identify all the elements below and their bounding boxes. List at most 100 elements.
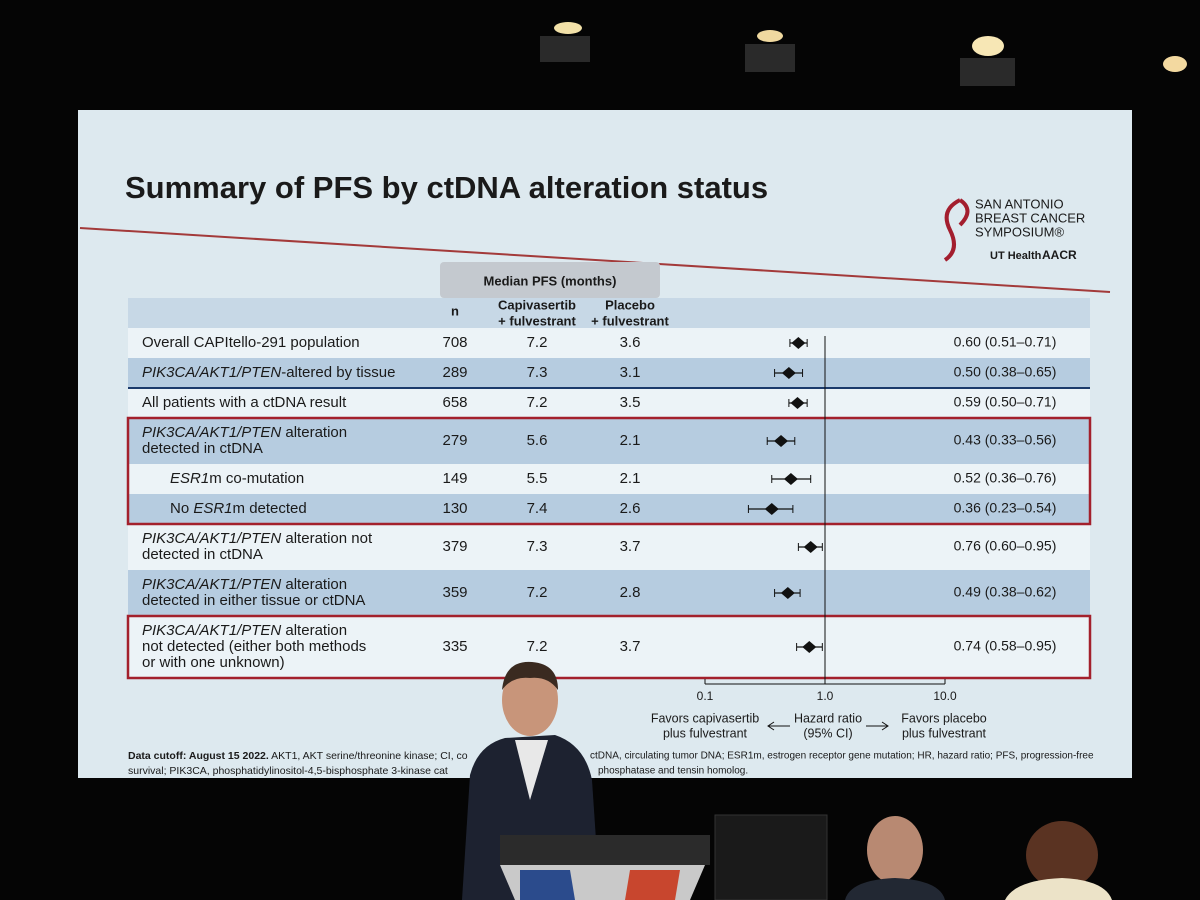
label-part: PIK3CA/AKT1/PTEN <box>142 530 281 547</box>
median-capivasertib: 7.3 <box>527 538 548 555</box>
label-part: not detected (either both methods <box>142 638 366 655</box>
n-value: 708 <box>442 334 467 351</box>
footnote-line: phosphatase and tensin homolog. <box>598 766 748 777</box>
median-capivasertib: 7.2 <box>527 334 548 351</box>
footnote-bold: Data cutoff: August 15 2022. <box>128 750 269 762</box>
axis-annotation: plus fulvestrant <box>902 726 987 740</box>
label-part: PIK3CA/AKT1/PTEN <box>142 622 281 639</box>
median-placebo: 3.7 <box>620 538 641 555</box>
x-tick-label: 0.1 <box>697 689 714 703</box>
n-value: 658 <box>442 394 467 411</box>
hr-point <box>781 367 796 379</box>
hr-label: 0.76 (0.60–0.95) <box>954 538 1057 554</box>
median-placebo: 2.8 <box>620 584 641 601</box>
row-band <box>128 358 1090 388</box>
row-band <box>128 328 1090 358</box>
row-label: Overall CAPItello-291 population <box>142 334 360 351</box>
n-value: 279 <box>442 432 467 449</box>
median-placebo: 3.1 <box>620 364 641 381</box>
arrow-right <box>866 721 889 731</box>
row-band <box>128 494 1090 524</box>
axis-annotation: (95% CI) <box>803 726 852 740</box>
label-part: alteration not <box>281 530 373 547</box>
n-value: 359 <box>442 584 467 601</box>
hr-point <box>774 435 789 447</box>
median-placebo: 2.1 <box>620 432 641 449</box>
row-label: PIK3CA/AKT1/PTEN-altered by tissue <box>142 364 395 381</box>
hr-point <box>780 587 795 599</box>
header: + fulvestrant <box>591 313 669 328</box>
row-label: No ESR1m detected <box>170 500 307 517</box>
footnote-line: survival; PIK3CA, phosphatidylinositol-4… <box>128 765 448 777</box>
header: Capivasertib <box>498 297 576 312</box>
footnote-line: ctDNA, circulating tumor DNA; ESR1m, est… <box>590 751 1094 762</box>
hr-label: 0.59 (0.50–0.71) <box>954 394 1057 410</box>
median-placebo: 2.1 <box>620 470 641 487</box>
median-placebo: 2.6 <box>620 500 641 517</box>
label-part: alteration <box>281 622 347 639</box>
row-label: PIK3CA/AKT1/PTEN alteration <box>142 576 347 593</box>
row-label: PIK3CA/AKT1/PTEN alteration not <box>142 530 373 547</box>
x-tick-label: 1.0 <box>817 689 834 703</box>
x-tick-label: 10.0 <box>933 689 957 703</box>
group-header: Median PFS (months) <box>484 273 617 288</box>
header-band <box>128 298 1090 328</box>
hr-point <box>802 641 817 653</box>
logo-line: SYMPOSIUM® <box>975 224 1064 239</box>
median-capivasertib: 7.3 <box>527 364 548 381</box>
label-part: ESR1 <box>193 500 232 517</box>
highlight-box <box>126 614 1092 680</box>
highlight-box <box>126 416 1092 526</box>
label-part: alteration <box>281 576 347 593</box>
hr-label: 0.52 (0.36–0.76) <box>954 470 1057 486</box>
row-label: detected in ctDNA <box>142 546 263 563</box>
median-capivasertib: 7.4 <box>527 500 548 517</box>
label-part: detected in ctDNA <box>142 546 263 563</box>
label-part: m co-mutation <box>209 470 304 487</box>
n-value: 379 <box>442 538 467 555</box>
footnote: Data cutoff: August 15 2022. AKT1, AKT s… <box>128 750 1094 777</box>
row-label: All patients with a ctDNA result <box>142 394 347 411</box>
table: Median PFS (months)n Capivasertib+ fulves… <box>126 262 1092 680</box>
n-value: 335 <box>442 638 467 655</box>
label-part: All patients with a ctDNA result <box>142 394 347 411</box>
footnote-line: Data cutoff: August 15 2022. AKT1, AKT s… <box>128 750 468 762</box>
footnote-text: AKT1, AKT serine/threonine kinase; CI, c… <box>269 750 468 762</box>
median-capivasertib: 5.5 <box>527 470 548 487</box>
median-capivasertib: 5.6 <box>527 432 548 449</box>
row-label: PIK3CA/AKT1/PTEN alteration <box>142 424 347 441</box>
row-band <box>128 418 1090 464</box>
axis-annotation: plus fulvestrant <box>663 726 748 740</box>
header: n <box>451 303 459 318</box>
median-capivasertib: 7.2 <box>527 638 548 655</box>
median-placebo: 3.5 <box>620 394 641 411</box>
label-part: or with one unknown) <box>142 654 285 671</box>
hr-label: 0.60 (0.51–0.71) <box>954 334 1057 350</box>
n-value: 149 <box>442 470 467 487</box>
axis-annotation: Hazard ratio <box>794 711 862 725</box>
label-part: PIK3CA/AKT1/PTEN <box>142 364 281 381</box>
header: + fulvestrant <box>498 313 576 328</box>
label-part: Overall CAPItello-291 population <box>142 334 360 351</box>
label-part: ESR1 <box>170 470 209 487</box>
label-part: alteration <box>281 424 347 441</box>
partner-logo: AACR <box>1042 248 1077 262</box>
hr-point <box>790 397 805 409</box>
row-label: PIK3CA/AKT1/PTEN alteration <box>142 622 347 639</box>
logo-line: BREAST CANCER <box>975 210 1085 225</box>
logo: SAN ANTONIO BREAST CANCER SYMPOSIUM® UT … <box>943 196 1085 262</box>
n-value: 289 <box>442 364 467 381</box>
row-label: or with one unknown) <box>142 654 285 671</box>
logo-line: SAN ANTONIO <box>975 196 1064 211</box>
median-placebo: 3.7 <box>620 638 641 655</box>
hr-label: 0.36 (0.23–0.54) <box>954 500 1057 516</box>
axis-annotation: Favors capivasertib <box>651 711 759 725</box>
label-part: PIK3CA/AKT1/PTEN <box>142 576 281 593</box>
row-label: ESR1m co-mutation <box>170 470 304 487</box>
group-header-tab <box>440 262 660 298</box>
label-part: -altered by tissue <box>281 364 395 381</box>
row-label: detected in ctDNA <box>142 440 263 457</box>
hr-point <box>803 541 818 553</box>
row-band <box>128 464 1090 494</box>
